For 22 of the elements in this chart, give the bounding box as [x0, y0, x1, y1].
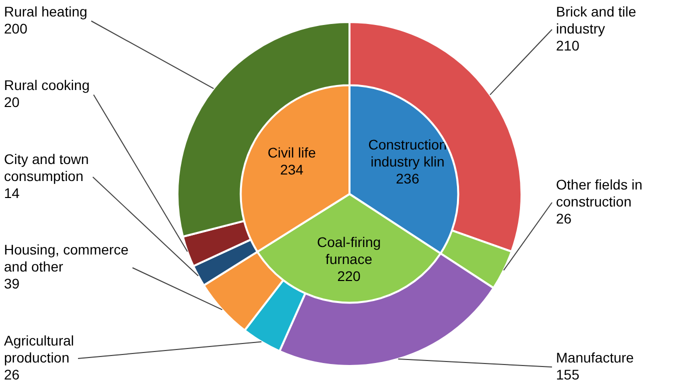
- data-label: 14: [4, 184, 20, 201]
- slice-label: Brick and tile industry: [556, 3, 636, 36]
- slice-label: Coal-firing furnace: [316, 234, 381, 267]
- data-label: 26: [4, 366, 20, 382]
- slice-label: Construction industry klin: [368, 136, 447, 170]
- data-label: 155: [556, 366, 580, 382]
- data-label: 234: [280, 161, 304, 178]
- data-label: 200: [4, 20, 28, 36]
- data-label: 20: [4, 94, 20, 110]
- data-label: 236: [396, 170, 420, 186]
- slice-label: City and town consumption: [4, 150, 89, 184]
- slice-label: Rural heating: [4, 3, 88, 20]
- slice-label: Manufacture: [556, 349, 634, 366]
- data-label: 39: [4, 276, 20, 292]
- data-label: 210: [556, 37, 580, 54]
- data-label: 26: [556, 210, 572, 226]
- slice-label: Agricultural production: [4, 332, 74, 366]
- slice-label: Other fields in construction: [556, 176, 642, 210]
- data-label: 220: [337, 268, 361, 284]
- slice-label: Rural cooking: [4, 77, 90, 94]
- slice-label: Civil life: [268, 144, 316, 160]
- slice-label: Housing, commerce and other: [4, 242, 129, 275]
